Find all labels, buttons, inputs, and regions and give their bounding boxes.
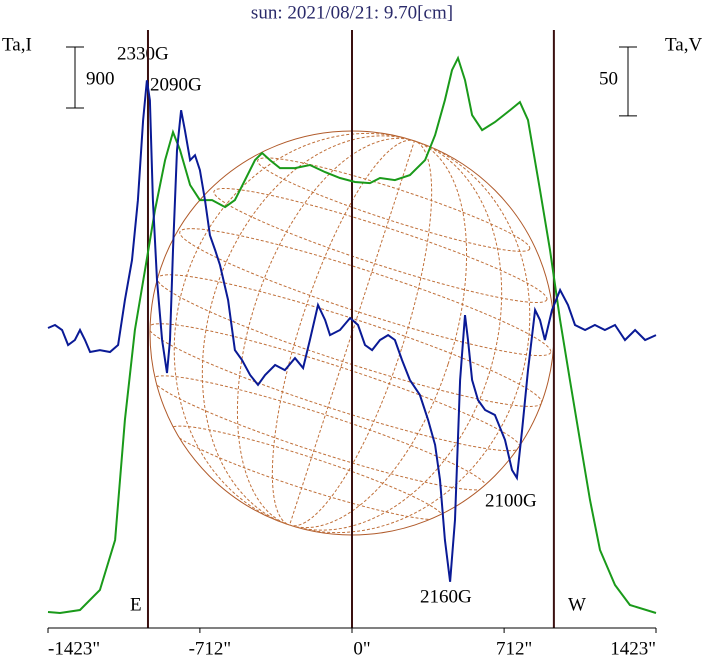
x-tick-label: 0" <box>353 638 370 659</box>
limb-label: W <box>568 594 586 615</box>
annotation: 2100G <box>485 490 537 511</box>
chart-title: sun: 2021/08/21: 9.70[cm] <box>251 2 453 23</box>
scale-bar-label: 900 <box>86 68 115 89</box>
x-tick-label: 1423" <box>610 638 656 659</box>
x-tick-label: 712" <box>496 638 532 659</box>
y2-axis-label: Ta,V <box>665 34 702 55</box>
y-axis-label: Ta,I <box>2 34 32 55</box>
series-line <box>47 55 657 615</box>
series-line <box>47 80 657 582</box>
limb-label: E <box>130 594 142 615</box>
annotation: 2330G <box>117 43 169 64</box>
annotation: 2090G <box>150 74 202 95</box>
x-tick-label: -712" <box>189 638 232 659</box>
scale-bar-label: 50 <box>599 68 618 89</box>
x-tick-label: -1423" <box>48 638 100 659</box>
annotation: 2160G <box>420 586 472 607</box>
